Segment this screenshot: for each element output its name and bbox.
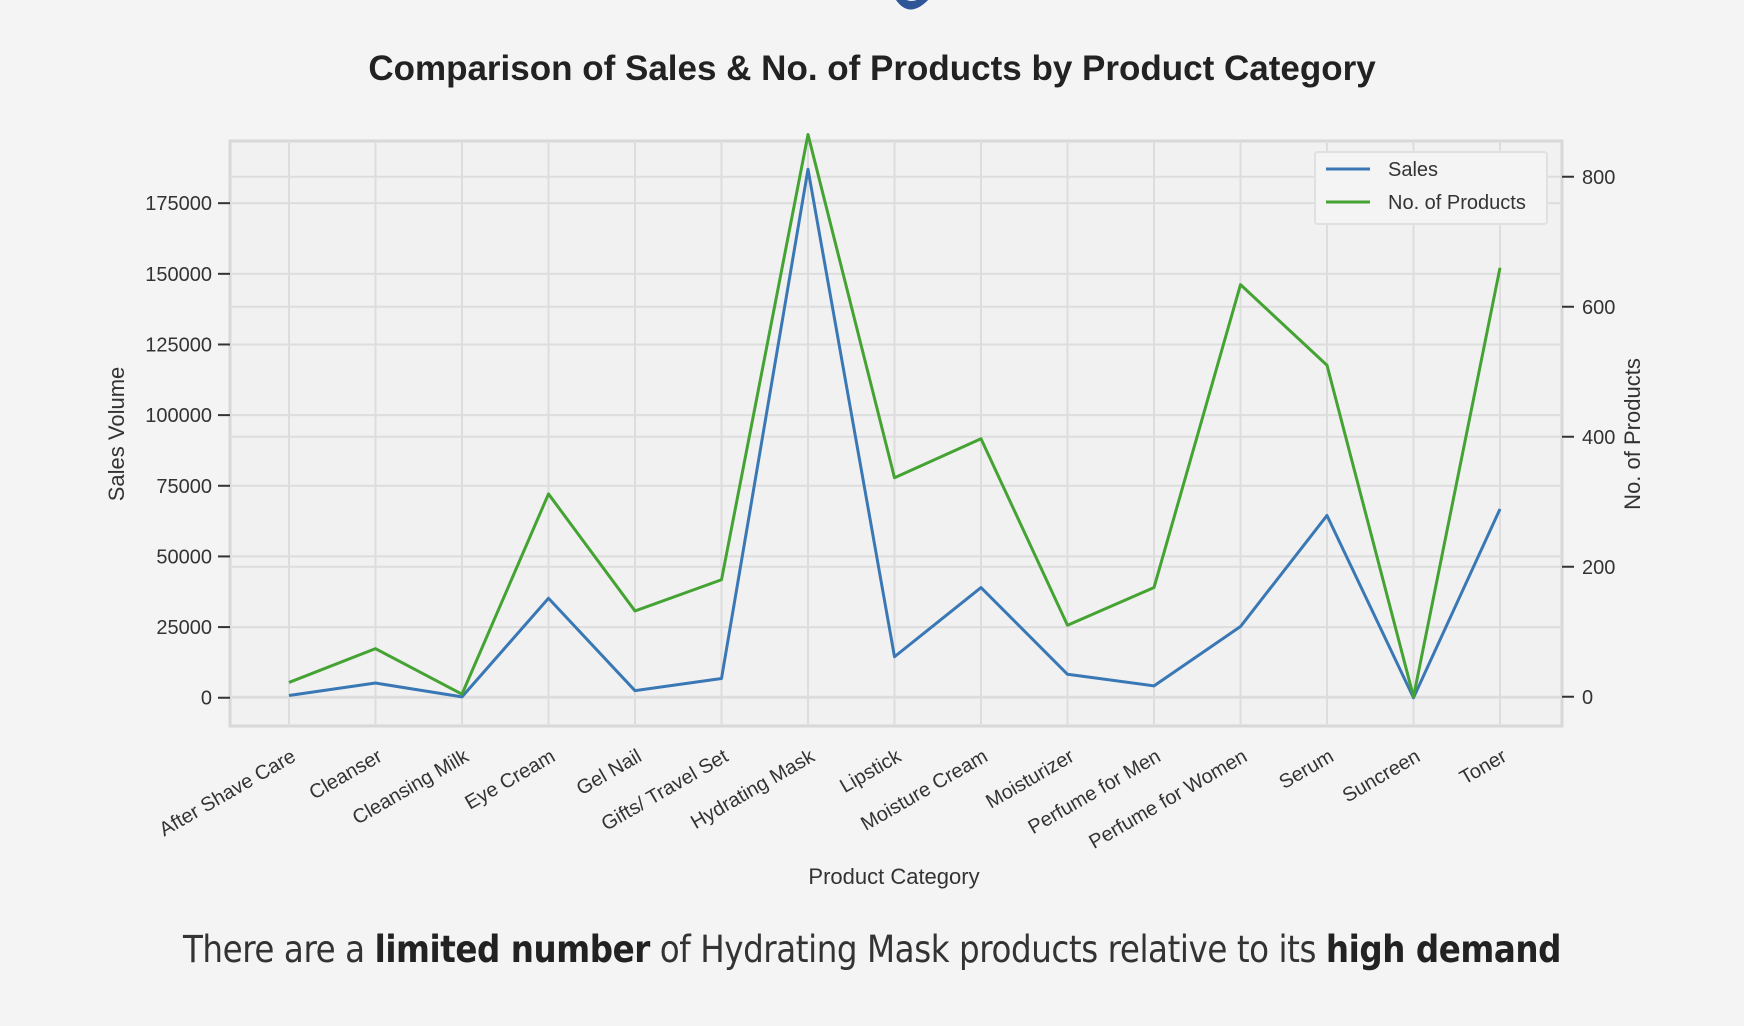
y-axis-left: 0 25000 50000 75000 100000 125000 150000 175000 — [145, 193, 230, 710]
caption: There are a limited number of Hydrating … — [105, 928, 1640, 971]
series-lines — [288, 133, 1502, 700]
chart-title: Comparison of Sales & No. of Products by… — [368, 49, 1376, 88]
y2-tick-label: 0 — [1582, 687, 1593, 709]
y-tick-label: 150000 — [145, 264, 212, 286]
y2-tick-label: 600 — [1582, 297, 1615, 319]
y2-tick-label: 200 — [1582, 557, 1615, 579]
series-line-products — [288, 133, 1502, 699]
legend: Sales No. of Products — [1314, 151, 1548, 225]
caption-part2: of Hydrating Mask products relative to i… — [649, 928, 1326, 971]
y-tick-label: 25000 — [156, 617, 212, 639]
x-tick-label: Lipstick — [836, 745, 906, 798]
y-tick-label: 0 — [201, 688, 212, 710]
legend-label-sales: Sales — [1388, 159, 1438, 181]
y2-axis-title: No. of Products — [1620, 358, 1645, 510]
x-tick-label: After Shave Care — [156, 745, 300, 841]
x-tick-label: Serum — [1275, 745, 1337, 794]
caption-part1: There are a — [182, 928, 375, 971]
header-fragment-shape — [896, 0, 928, 10]
x-axis-title: Product Category — [808, 864, 979, 889]
y-tick-label: 50000 — [156, 546, 212, 568]
legend-box — [1314, 151, 1548, 225]
y-tick-label: 100000 — [145, 405, 212, 427]
y2-tick-label: 800 — [1582, 167, 1615, 189]
x-tick-label: Toner — [1456, 745, 1511, 789]
plot-area — [228, 139, 1564, 728]
chart: Comparison of Sales & No. of Products by… — [104, 49, 1645, 889]
y-axis-right: 0 200 400 600 800 — [1562, 167, 1615, 709]
y-tick-label: 125000 — [145, 334, 212, 356]
x-tick-label: Gel Nail — [573, 745, 646, 800]
x-tick-label: Eye Cream — [461, 745, 559, 814]
caption-bold2: high demand — [1325, 928, 1562, 971]
x-tick-label: Perfume for Women — [1085, 745, 1251, 853]
y-axis-title: Sales Volume — [104, 367, 129, 502]
y-tick-label: 75000 — [156, 476, 212, 498]
legend-label-products: No. of Products — [1388, 192, 1526, 214]
x-tick-label: Suncreen — [1339, 745, 1424, 807]
caption-bold1: limited number — [374, 928, 651, 971]
header-fragment — [896, 0, 928, 10]
y-tick-label: 175000 — [145, 193, 212, 215]
y2-tick-label: 400 — [1582, 427, 1615, 449]
series-line-sales — [288, 167, 1502, 700]
